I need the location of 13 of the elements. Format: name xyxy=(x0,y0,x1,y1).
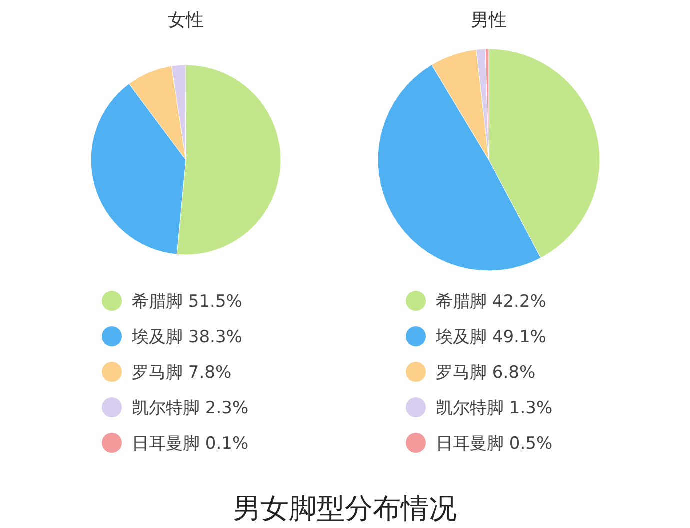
chart-title: 男性 xyxy=(471,10,507,31)
legend-label: 希腊脚 42.2% xyxy=(436,292,546,312)
legend-label: 埃及脚 38.3% xyxy=(131,328,242,348)
chart-title: 女性 xyxy=(168,10,204,31)
legend-label: 罗马脚 6.8% xyxy=(436,363,536,383)
legend-label: 日耳曼脚 0.5% xyxy=(436,434,553,454)
legend-label: 埃及脚 49.1% xyxy=(435,328,546,348)
legend-label: 日耳曼脚 0.1% xyxy=(132,434,249,454)
legend-label: 凯尔特脚 1.3% xyxy=(436,398,553,418)
legend-label: 希腊脚 51.5% xyxy=(132,292,242,312)
text: 男女脚型分布情况 xyxy=(233,492,457,525)
legend-label: 凯尔特脚 2.3% xyxy=(132,398,249,418)
legend-label: 罗马脚 7.8% xyxy=(132,363,232,383)
